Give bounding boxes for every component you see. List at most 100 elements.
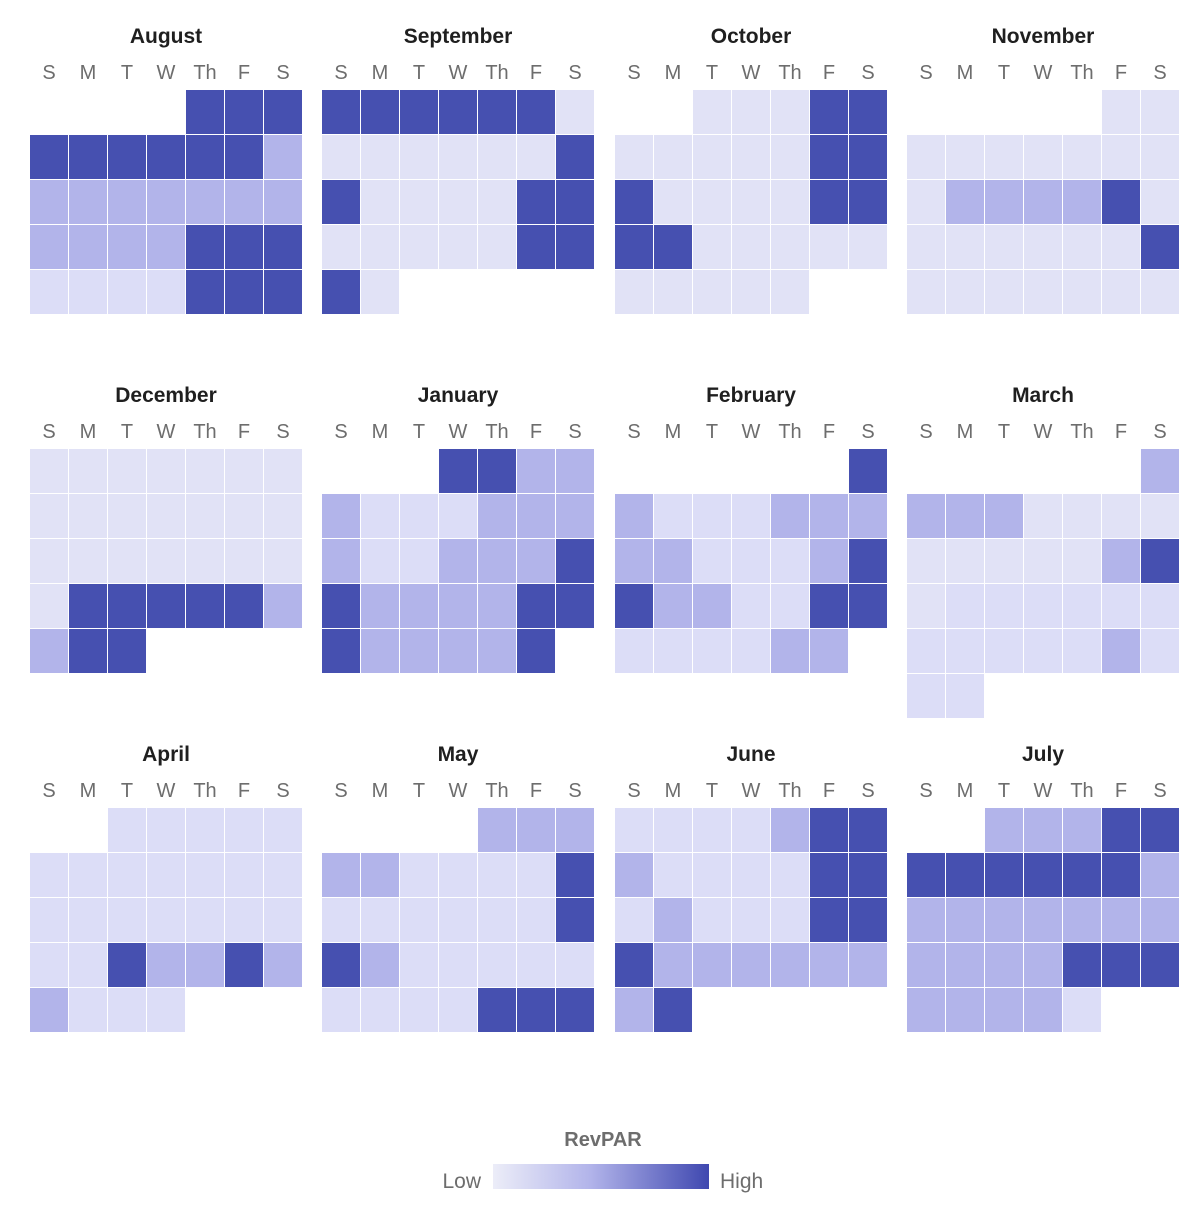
day-cell bbox=[439, 629, 477, 673]
legend-low-label: Low bbox=[442, 1170, 481, 1193]
day-cell bbox=[732, 135, 770, 179]
day-cell bbox=[946, 853, 984, 897]
month-title: March bbox=[1012, 384, 1074, 407]
day-cell bbox=[478, 629, 516, 673]
day-cell bbox=[556, 808, 594, 852]
day-cell bbox=[264, 270, 302, 314]
day-cell bbox=[517, 943, 555, 987]
weekday-label: Th bbox=[1070, 421, 1093, 443]
day-cell bbox=[439, 853, 477, 897]
day-cell bbox=[361, 135, 399, 179]
day-cell bbox=[1024, 898, 1062, 942]
day-cell bbox=[1141, 225, 1179, 269]
day-cell bbox=[1141, 629, 1179, 673]
day-cell bbox=[361, 988, 399, 1032]
weekday-label: S bbox=[568, 62, 581, 84]
day-cell bbox=[849, 449, 887, 493]
day-cell bbox=[400, 988, 438, 1032]
day-cell bbox=[907, 225, 945, 269]
day-cell bbox=[1063, 898, 1101, 942]
day-cell bbox=[556, 180, 594, 224]
weekday-label: F bbox=[823, 780, 835, 802]
day-cell bbox=[517, 629, 555, 673]
day-cell bbox=[1102, 225, 1140, 269]
day-cell bbox=[985, 135, 1023, 179]
weekday-label: F bbox=[823, 421, 835, 443]
weekday-label: F bbox=[238, 421, 250, 443]
day-cell bbox=[732, 943, 770, 987]
weekday-label: S bbox=[276, 780, 289, 802]
day-cell bbox=[810, 180, 848, 224]
weekday-label: S bbox=[42, 62, 55, 84]
day-cell bbox=[186, 494, 224, 538]
day-cell bbox=[693, 90, 731, 134]
day-cell bbox=[985, 584, 1023, 628]
day-cell bbox=[517, 584, 555, 628]
weekday-label: T bbox=[998, 421, 1010, 443]
day-cell bbox=[615, 584, 653, 628]
weekday-label: F bbox=[238, 780, 250, 802]
day-cell bbox=[225, 90, 263, 134]
month-title: July bbox=[1022, 743, 1064, 766]
weekday-label: S bbox=[276, 421, 289, 443]
weekday-label: F bbox=[530, 780, 542, 802]
day-cell bbox=[439, 449, 477, 493]
day-cell bbox=[1102, 584, 1140, 628]
day-cell bbox=[1063, 584, 1101, 628]
day-cell bbox=[946, 674, 984, 718]
day-cell bbox=[361, 853, 399, 897]
weekday-label: S bbox=[627, 780, 640, 802]
day-cell bbox=[1102, 808, 1140, 852]
weekday-label: F bbox=[823, 62, 835, 84]
day-cell bbox=[186, 584, 224, 628]
day-cell bbox=[1141, 943, 1179, 987]
day-cell bbox=[478, 853, 516, 897]
weekday-label: W bbox=[157, 421, 176, 443]
month-september: September S M T W Th F S bbox=[322, 25, 594, 314]
day-cell bbox=[946, 135, 984, 179]
day-cell bbox=[985, 898, 1023, 942]
day-cell bbox=[361, 898, 399, 942]
month-title: December bbox=[115, 384, 217, 407]
day-cell bbox=[478, 494, 516, 538]
weekday-label: S bbox=[919, 421, 932, 443]
day-cell bbox=[946, 180, 984, 224]
day-cell bbox=[771, 808, 809, 852]
day-cell bbox=[849, 180, 887, 224]
day-cell bbox=[654, 808, 692, 852]
day-cell bbox=[30, 943, 68, 987]
day-cell bbox=[186, 270, 224, 314]
day-cell bbox=[849, 225, 887, 269]
day-cell bbox=[1063, 270, 1101, 314]
weekday-label: S bbox=[334, 62, 347, 84]
day-cell bbox=[400, 853, 438, 897]
day-cell bbox=[69, 449, 107, 493]
day-cell bbox=[108, 943, 146, 987]
day-cell bbox=[478, 808, 516, 852]
day-cell bbox=[517, 898, 555, 942]
weekday-label: S bbox=[42, 780, 55, 802]
day-cell bbox=[771, 943, 809, 987]
day-cell bbox=[985, 494, 1023, 538]
day-cell bbox=[1141, 539, 1179, 583]
day-cell bbox=[810, 90, 848, 134]
day-cell bbox=[693, 629, 731, 673]
month-november: November S M T W Th F S bbox=[907, 25, 1179, 314]
weekday-label: W bbox=[742, 62, 761, 84]
day-cell bbox=[849, 808, 887, 852]
day-cell bbox=[615, 494, 653, 538]
day-cell bbox=[693, 808, 731, 852]
day-cell bbox=[1141, 90, 1179, 134]
month-title: May bbox=[438, 743, 479, 766]
day-cell bbox=[810, 135, 848, 179]
day-cell bbox=[1063, 494, 1101, 538]
day-cell bbox=[907, 674, 945, 718]
day-cell bbox=[1102, 135, 1140, 179]
day-cell bbox=[1141, 135, 1179, 179]
weekday-label: S bbox=[1153, 780, 1166, 802]
day-cell bbox=[946, 584, 984, 628]
weekday-label: W bbox=[157, 62, 176, 84]
day-cell bbox=[478, 943, 516, 987]
day-cell bbox=[361, 943, 399, 987]
weekday-label: S bbox=[919, 62, 932, 84]
